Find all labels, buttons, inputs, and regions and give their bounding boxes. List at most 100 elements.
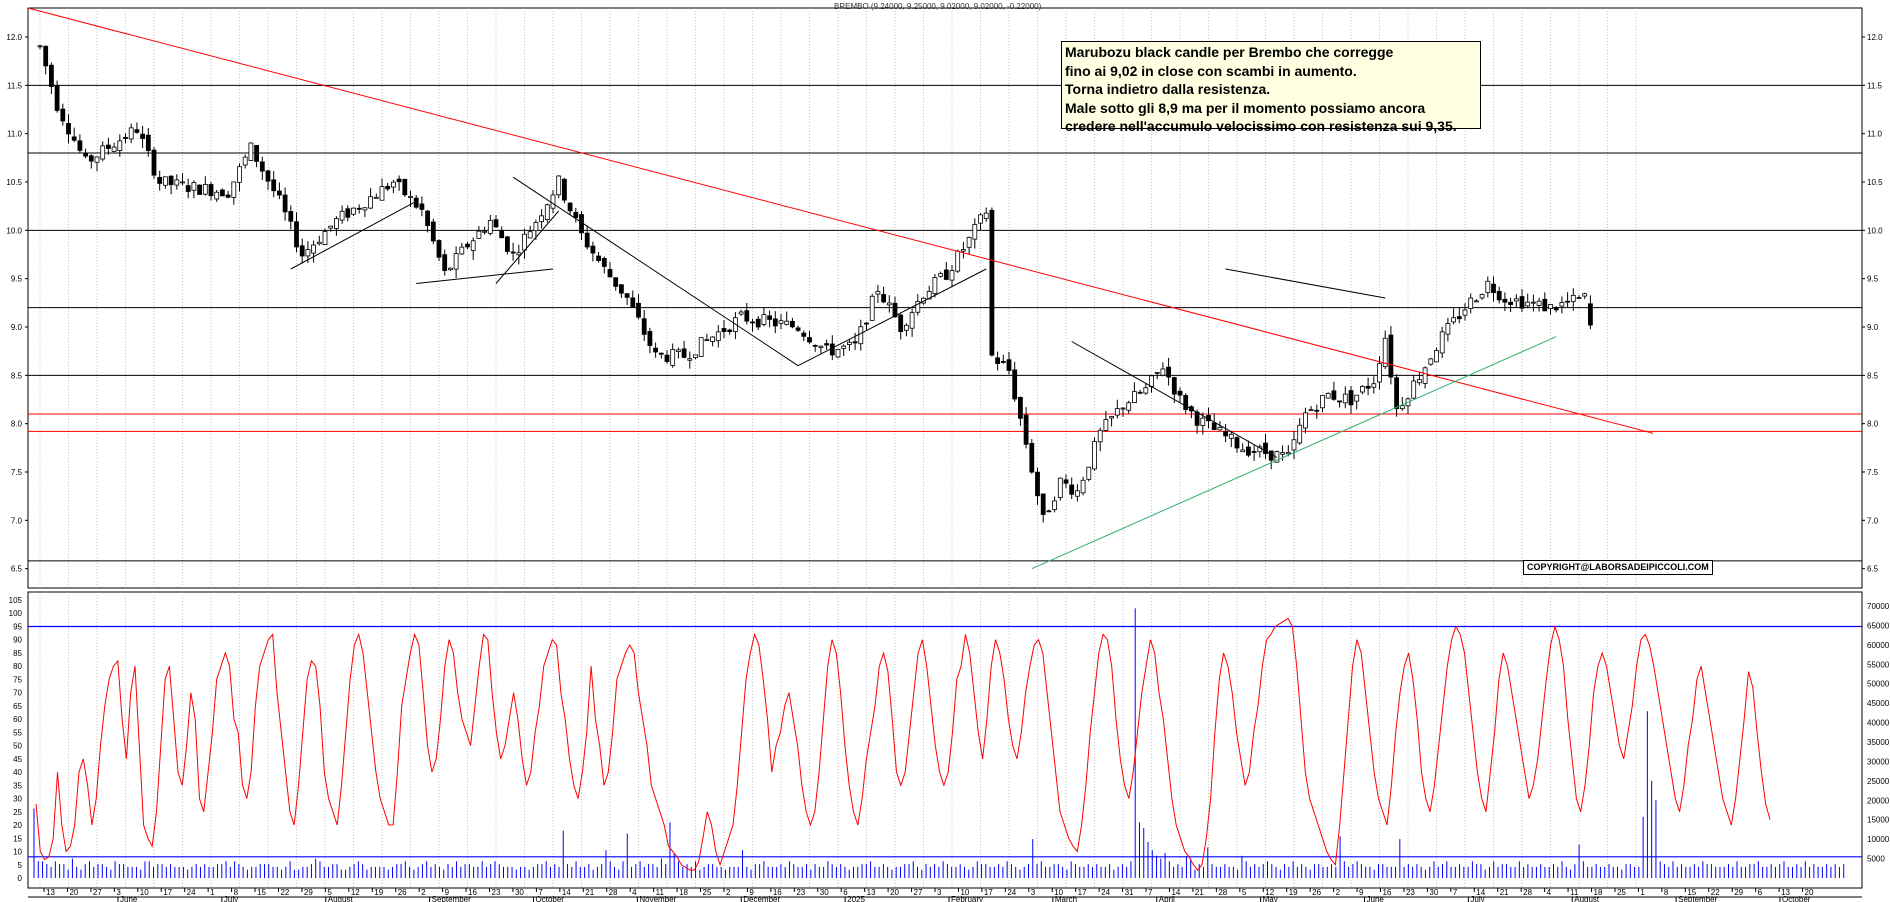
candle-body xyxy=(282,194,288,213)
x-day-label: 14 xyxy=(1171,888,1180,897)
candle-body xyxy=(442,254,448,271)
candle-body xyxy=(368,196,374,209)
candle-body xyxy=(1000,361,1006,363)
candle-body xyxy=(790,321,795,328)
candle-body xyxy=(225,194,231,198)
candle-body xyxy=(390,181,396,188)
candle-body xyxy=(972,224,978,240)
osc-tick-label: 50 xyxy=(13,742,22,751)
candle-body xyxy=(83,152,88,157)
candle-body xyxy=(1149,375,1154,388)
x-day-label: 6 xyxy=(843,888,848,897)
candle-body xyxy=(1285,451,1291,455)
x-day-label: 20 xyxy=(1805,888,1814,897)
x-month-label: September xyxy=(1678,895,1717,902)
x-month-label: May xyxy=(1263,895,1278,902)
x-day-label: 27 xyxy=(93,888,102,897)
x-day-label: 17 xyxy=(1078,888,1087,897)
volume-tick-label: 15000 xyxy=(1867,816,1890,825)
candlesticks xyxy=(37,44,1593,523)
osc-tick-label: 100 xyxy=(9,609,23,618)
y-tick-label-right: 6.5 xyxy=(1867,565,1879,574)
candle-body xyxy=(1109,416,1114,419)
candle-body xyxy=(294,221,299,248)
x-month-label: October xyxy=(1782,895,1811,902)
x-day-label: 21 xyxy=(585,888,594,897)
candle-body xyxy=(527,231,533,239)
candle-body xyxy=(191,182,197,191)
candle-body xyxy=(100,145,106,160)
x-day-label: 13 xyxy=(867,888,876,897)
candle-body xyxy=(915,301,921,313)
candle-body xyxy=(1086,466,1092,480)
candle-body xyxy=(772,318,778,327)
x-day-label: 16 xyxy=(468,888,477,897)
note-line: Marubozu black candle per Brembo che cor… xyxy=(1065,44,1394,60)
candle-body xyxy=(1200,417,1206,426)
candle-body xyxy=(134,129,140,133)
candle-body xyxy=(539,215,544,223)
x-day-label: 28 xyxy=(1523,888,1532,897)
y-tick-label-right: 9.5 xyxy=(1867,275,1879,284)
candle-body xyxy=(1548,304,1553,309)
candle-body xyxy=(1040,493,1046,515)
x-day-label: 23 xyxy=(796,888,805,897)
candle-body xyxy=(1439,331,1445,354)
oscillator-panel: 0 5 10 15 20 25 30 35 40 45 50 55 60 65 70 75 80 85 90 95 10… xyxy=(9,596,1890,883)
candle-body xyxy=(1411,380,1417,399)
candle-body xyxy=(185,185,191,192)
candle-body xyxy=(1023,414,1029,445)
candle-body xyxy=(852,341,858,344)
y-tick-label-left: 8.0 xyxy=(11,420,23,429)
x-day-label: 12 xyxy=(1265,888,1274,897)
osc-tick-label: 20 xyxy=(13,821,22,830)
candle-body xyxy=(145,134,151,151)
candle-body xyxy=(1211,422,1217,430)
oscillator-panel-frame xyxy=(27,591,1863,889)
trendlines xyxy=(27,7,1654,570)
candle-body xyxy=(955,250,961,272)
candle-body xyxy=(1508,301,1513,305)
candle-body xyxy=(1234,437,1240,449)
ticker-header: BREMBO (9.24000, 9.25000, 9.02000, 9.020… xyxy=(834,2,1042,11)
candle-body xyxy=(1314,409,1320,412)
x-day-label: 18 xyxy=(679,888,688,897)
candle-body xyxy=(567,202,573,212)
volume-tick-label: 30000 xyxy=(1867,757,1890,766)
y-tick-label-right: 10.5 xyxy=(1867,178,1883,187)
candle-body xyxy=(1445,323,1451,335)
candle-body xyxy=(961,249,966,252)
x-day-label: 22 xyxy=(280,888,289,897)
candle-body xyxy=(1143,387,1149,394)
candle-body xyxy=(77,140,83,151)
x-month-label: July xyxy=(1470,895,1484,902)
osc-tick-label: 60 xyxy=(13,715,22,724)
volume-tick-label: 35000 xyxy=(1867,738,1890,747)
x-day-label: 22 xyxy=(1711,888,1720,897)
candle-body xyxy=(1057,477,1063,498)
x-day-label: 16 xyxy=(1383,888,1392,897)
candle-body xyxy=(761,314,767,325)
x-day-label: 2 xyxy=(1336,888,1341,897)
candle-body xyxy=(1365,385,1371,389)
support-trendline xyxy=(1031,336,1557,570)
candle-body xyxy=(1525,301,1531,307)
x-day-label: 3 xyxy=(937,888,942,897)
candle-body xyxy=(841,345,847,349)
candle-body xyxy=(795,327,801,331)
long-term-resistance-line xyxy=(27,7,1654,434)
candle-body xyxy=(345,208,351,218)
y-tick-label-left: 10.5 xyxy=(6,178,22,187)
candle-body xyxy=(664,354,670,362)
candle-body xyxy=(1137,391,1143,394)
candle-body xyxy=(613,277,619,287)
candle-body xyxy=(1320,395,1325,409)
x-day-label: 7 xyxy=(538,888,543,897)
pattern-trendline xyxy=(1071,341,1278,458)
x-day-label: 19 xyxy=(374,888,383,897)
candle-body xyxy=(1063,479,1069,484)
x-day-label: 16 xyxy=(773,888,782,897)
y-tick-label-right: 7.5 xyxy=(1867,468,1879,477)
x-month-label: November xyxy=(639,895,676,902)
x-month-label: February xyxy=(951,895,983,902)
